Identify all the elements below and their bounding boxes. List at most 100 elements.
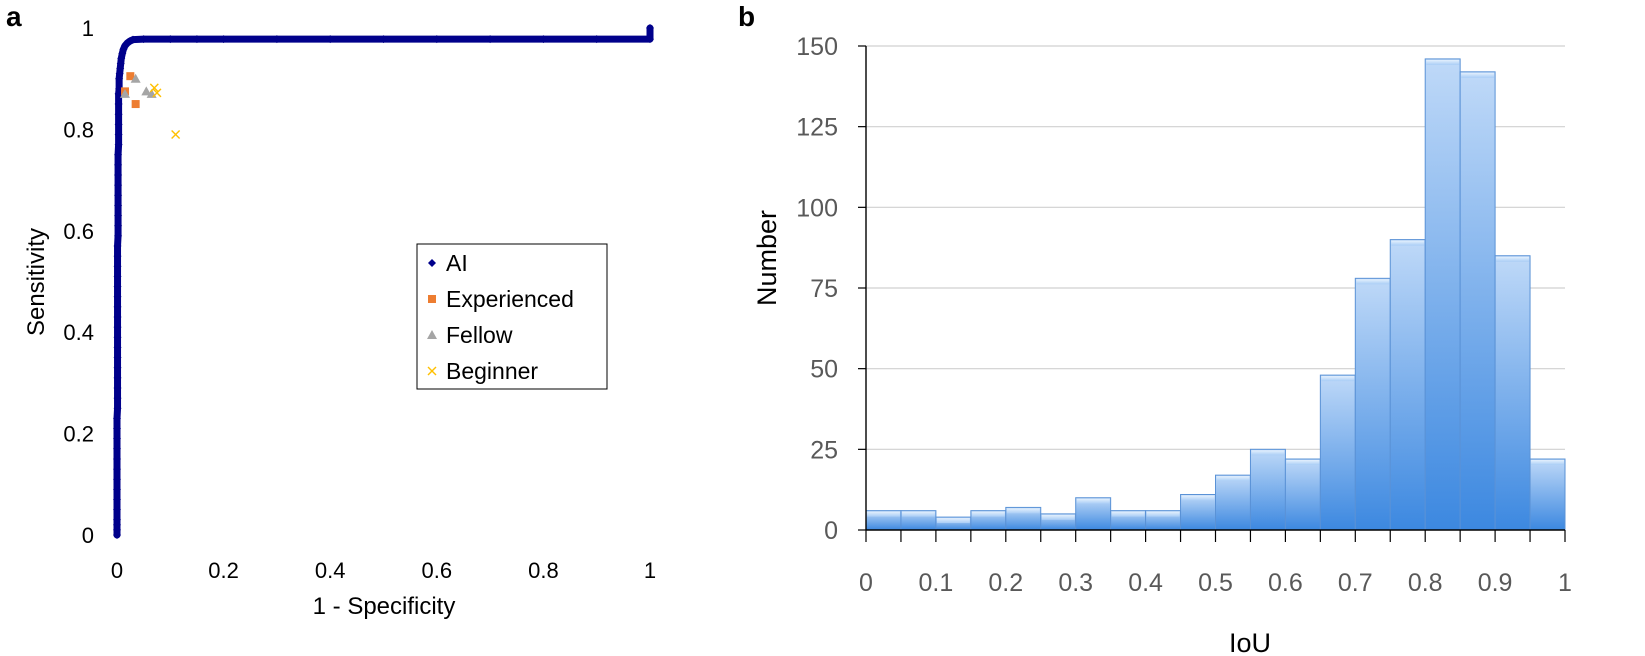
histogram-bar xyxy=(865,510,902,531)
panel-a-fellow-point xyxy=(130,73,141,83)
panel-a-ai-point xyxy=(486,35,495,44)
panel-a-x-tick-label: 0.8 xyxy=(528,558,559,583)
histogram-bar-body xyxy=(1459,71,1496,531)
panel-b-x-tick-label: 0 xyxy=(859,569,873,597)
panel-a-ai-point xyxy=(113,242,122,251)
histogram-bar-top xyxy=(1041,514,1075,520)
panel-b-y-tick-label: 100 xyxy=(796,194,838,222)
legend-experienced-label: Experienced xyxy=(446,286,574,312)
panel-a-ai-point xyxy=(326,35,335,44)
legend-fellow-label: Fellow xyxy=(446,322,513,348)
panel-a-y-tick-label: 0 xyxy=(82,523,94,548)
panel-a-ai-point xyxy=(113,373,122,382)
panel-a-beginner-point-stroke-2 xyxy=(171,129,181,139)
panel-b-y-tick-label: 0 xyxy=(824,517,838,545)
legend-beginner-marker-stroke-2 xyxy=(427,366,437,376)
panel-b-x-tick-label: 0.8 xyxy=(1408,569,1443,597)
panel-a-ai-point xyxy=(116,59,125,68)
panel-a-ai-point xyxy=(114,171,123,180)
panel-a-ai-point xyxy=(113,465,121,474)
histogram-bar xyxy=(1110,510,1147,531)
panel-a-ai-point xyxy=(114,181,123,190)
panel-a-ai-point xyxy=(113,252,122,261)
legend-beginner-label: Beginner xyxy=(446,358,538,384)
panel-a-ai-point xyxy=(113,343,122,352)
panel-a-ai-point xyxy=(114,130,123,139)
panel-a-beginner-point-stroke-2 xyxy=(149,83,159,93)
panel-a-ai-point xyxy=(113,434,121,443)
histogram-bar-top xyxy=(901,511,935,517)
legend-box xyxy=(416,243,608,390)
panel-a-y-tick-label: 0.6 xyxy=(63,219,94,244)
panel-a-roc-chart: a 0 0.2 0.4 0.6 0.8 1 0 0.2 0.4 0.6 0.8 1 1 - Speci… xyxy=(6,1,656,620)
panel-a-ai-point xyxy=(539,35,548,44)
panel-b-y-tick-label: 150 xyxy=(796,33,838,61)
histogram-bar xyxy=(1284,458,1321,531)
histogram-bar-body xyxy=(1494,255,1531,531)
histogram-bar-body xyxy=(1249,448,1286,531)
histogram-bar xyxy=(1215,474,1251,531)
panel-a-ai-point xyxy=(115,74,124,83)
histogram-bar-top xyxy=(971,511,1005,517)
panel-b-y-tick-label: 125 xyxy=(796,114,838,142)
panel-a-ai-point xyxy=(166,35,175,44)
panel-a-y-tick-label: 0.8 xyxy=(63,117,94,142)
panel-a-ai-point xyxy=(116,64,125,73)
panel-a-fellow-point xyxy=(119,88,130,98)
panel-a-ai-point xyxy=(113,323,122,332)
histogram-bar-top xyxy=(1286,460,1320,466)
panel-a-beginner-point xyxy=(171,129,181,139)
panel-a-ai-point xyxy=(113,363,122,372)
histogram-bar-body xyxy=(1424,58,1461,531)
panel-b-x-tick-label: 0.6 xyxy=(1268,569,1303,597)
panel-a-ai-point xyxy=(114,110,123,119)
panel-a-ai-point xyxy=(114,100,123,109)
histogram-bar xyxy=(1354,277,1391,531)
panel-b-x-tick-label: 0.4 xyxy=(1128,569,1163,597)
histogram-bar-top xyxy=(1146,511,1180,517)
panel-a-ai-point xyxy=(113,262,122,271)
panel-a-ai-point xyxy=(592,35,601,44)
histogram-bar-body xyxy=(1529,458,1566,531)
panel-b-x-axis-title: IoU xyxy=(1229,628,1271,656)
histogram-bar xyxy=(1075,497,1112,531)
histogram-bar xyxy=(1040,513,1077,531)
histogram-bar-body xyxy=(1354,277,1391,531)
panel-a-ai-point xyxy=(113,475,121,484)
histogram-bar xyxy=(935,516,972,531)
panel-b-x-tick-label: 0.1 xyxy=(919,569,954,597)
panel-a-ai-point xyxy=(114,211,123,220)
histogram-bar xyxy=(970,510,1007,531)
legend-ai-label: AI xyxy=(446,250,468,276)
histogram-bar xyxy=(1459,71,1496,531)
panel-b-x-tick-label: 1 xyxy=(1558,569,1572,597)
panel-a-ai-point xyxy=(113,353,122,362)
legend-fellow-marker xyxy=(427,330,437,339)
panel-a-ai-point xyxy=(113,525,121,534)
panel-a-ai-point xyxy=(113,520,121,529)
panel-a-ai-point xyxy=(432,35,441,44)
panel-a-ai-point xyxy=(113,404,122,413)
histogram-bar-top xyxy=(1076,498,1110,504)
histogram-bar-top xyxy=(867,511,900,517)
panel-a-ai-point xyxy=(114,120,123,129)
histogram-bar xyxy=(1180,494,1217,531)
panel-b-y-tick-label: 75 xyxy=(810,275,838,303)
histogram-bar-top xyxy=(1321,376,1355,382)
panel-a-ai-point xyxy=(113,505,121,514)
histogram-bar xyxy=(1529,458,1566,531)
panel-a-ai-point xyxy=(115,69,124,78)
histogram-bar-top xyxy=(1356,279,1390,285)
panel-a-ai-point xyxy=(113,282,122,291)
histogram-bar xyxy=(1424,58,1461,531)
panel-a-beginner-point xyxy=(149,83,159,93)
panel-b-label: b xyxy=(738,1,755,32)
histogram-bar xyxy=(1319,374,1356,531)
panel-b-histogram: b 0 25 50 75 100 125 150 0 0.1 0.2 0.3 0.4 0.5 0.6 0.7… xyxy=(738,1,1572,656)
panel-a-experienced-point xyxy=(131,100,140,109)
histogram-bar-top xyxy=(1181,495,1215,501)
histogram-bar-top xyxy=(1426,59,1460,65)
panel-a-marks xyxy=(113,24,654,539)
histogram-bar-top xyxy=(1531,460,1564,466)
panel-a-ai-point xyxy=(114,191,123,200)
